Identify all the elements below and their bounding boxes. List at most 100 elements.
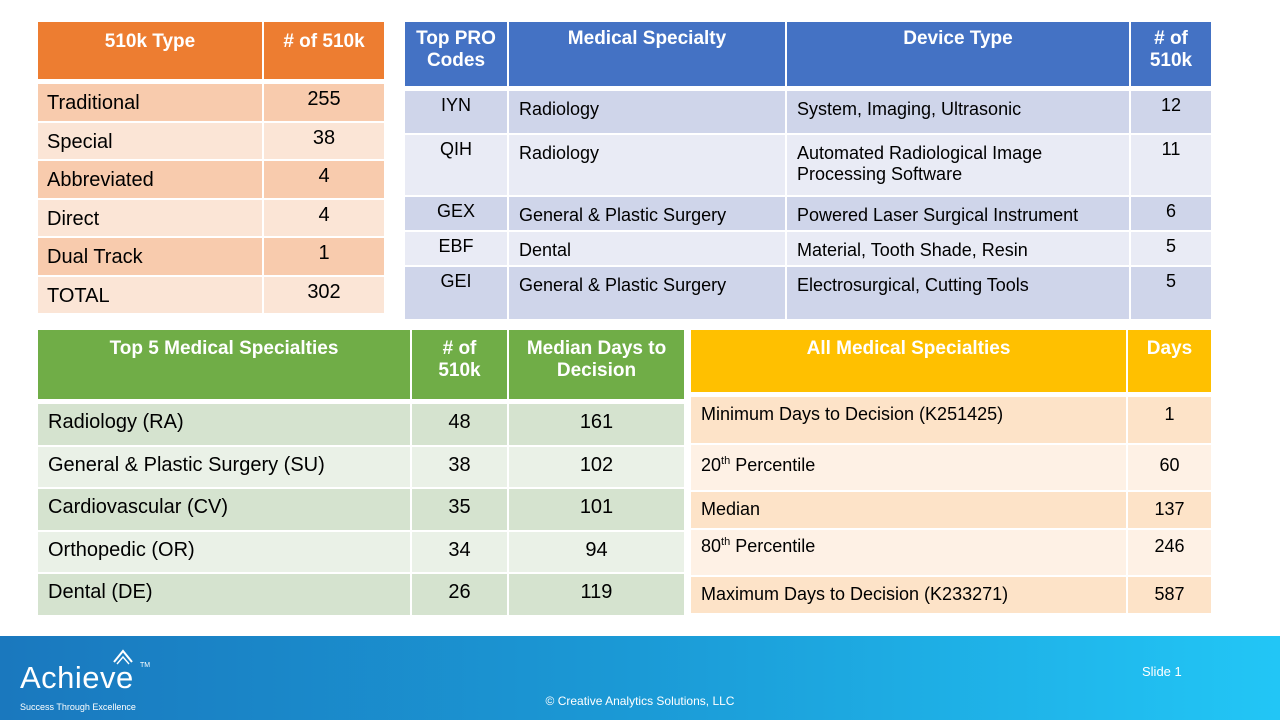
type-count: 4 (262, 197, 384, 236)
stat-name-number: 20 (701, 455, 722, 475)
specialty-median: 94 (507, 529, 684, 572)
stat-days: 1 (1126, 395, 1211, 443)
table-row: Dual Track 1 (38, 236, 384, 275)
type-name: Special (38, 120, 262, 159)
specialty-name: Cardiovascular (CV) (38, 487, 410, 530)
type-name: TOTAL (38, 274, 262, 313)
type-name: Dual Track (38, 236, 262, 275)
pro-device: Automated Radiological Image Processing … (785, 133, 1129, 195)
header-count: # of 510k (1129, 22, 1211, 89)
slide-number: Slide 1 (1142, 664, 1182, 679)
pro-count: 12 (1129, 89, 1211, 133)
stat-name: Median (691, 490, 1126, 528)
table-row: 20th Percentile 60 (691, 443, 1211, 490)
pro-device: Powered Laser Surgical Instrument (785, 195, 1129, 230)
type-count: 302 (262, 274, 384, 313)
pro-codes-table: Top PRO Codes Medical Specialty Device T… (405, 22, 1211, 319)
all-specialties-table: All Medical Specialties Days Minimum Day… (691, 330, 1211, 613)
specialty-name: Radiology (RA) (38, 402, 410, 445)
table-row: GEX General & Plastic Surgery Powered La… (405, 195, 1211, 230)
stat-days: 587 (1126, 575, 1211, 613)
header-top-specialties: Top 5 Medical Specialties (38, 330, 410, 402)
table-row: Radiology (RA) 48 161 (38, 402, 684, 445)
table-row: 80th Percentile 246 (691, 528, 1211, 575)
type-count: 4 (262, 159, 384, 198)
pro-count: 6 (1129, 195, 1211, 230)
header-device-type: Device Type (785, 22, 1129, 89)
table-row: IYN Radiology System, Imaging, Ultrasoni… (405, 89, 1211, 133)
510k-type-table: 510k Type # of 510k Traditional 255 Spec… (38, 22, 384, 313)
table-row: Cardiovascular (CV) 35 101 (38, 487, 684, 530)
stat-name: 80th Percentile (691, 528, 1126, 575)
stat-name-number: 80 (701, 536, 722, 556)
table-row: EBF Dental Material, Tooth Shade, Resin … (405, 230, 1211, 265)
specialty-count: 48 (410, 402, 507, 445)
pro-count: 5 (1129, 265, 1211, 319)
table-row: Orthopedic (OR) 34 94 (38, 529, 684, 572)
header-count: # of 510k (410, 330, 507, 402)
header-days: Days (1126, 330, 1211, 395)
copyright-text: © Creative Analytics Solutions, LLC (545, 694, 735, 708)
table-row: Median 137 (691, 490, 1211, 528)
table-row: General & Plastic Surgery (SU) 38 102 (38, 444, 684, 487)
pro-count: 5 (1129, 230, 1211, 265)
stat-name-ordinal: th (721, 455, 731, 467)
pro-code: EBF (405, 230, 507, 265)
pro-specialty: Dental (507, 230, 785, 265)
stat-days: 60 (1126, 443, 1211, 490)
table-row: Dental (DE) 26 119 (38, 572, 684, 615)
table-row: Traditional 255 (38, 82, 384, 121)
pro-specialty: Radiology (507, 133, 785, 195)
stat-days: 137 (1126, 490, 1211, 528)
stat-days: 246 (1126, 528, 1211, 575)
specialty-name: Orthopedic (OR) (38, 529, 410, 572)
logo-tagline: Success Through Excellence (20, 702, 136, 712)
header-count: # of 510k (262, 22, 384, 82)
pro-specialty: General & Plastic Surgery (507, 195, 785, 230)
type-count: 255 (262, 82, 384, 121)
specialty-median: 101 (507, 487, 684, 530)
table-row: Minimum Days to Decision (K251425) 1 (691, 395, 1211, 443)
stat-name: Maximum Days to Decision (K233271) (691, 575, 1126, 613)
logo-trademark: TM (140, 662, 151, 669)
pro-code: GEI (405, 265, 507, 319)
pro-code: IYN (405, 89, 507, 133)
footer-bar: Achieve TM Success Through Excellence Sl… (0, 636, 1280, 720)
type-name: Abbreviated (38, 159, 262, 198)
logo-arc-icon (113, 649, 133, 665)
specialty-count: 35 (410, 487, 507, 530)
specialty-name: Dental (DE) (38, 572, 410, 615)
header-510k-type: 510k Type (38, 22, 262, 82)
stat-name-ordinal: th (721, 536, 731, 548)
specialty-median: 161 (507, 402, 684, 445)
table-row: Direct 4 (38, 197, 384, 236)
pro-code: QIH (405, 133, 507, 195)
header-specialty: Medical Specialty (507, 22, 785, 89)
type-name: Traditional (38, 82, 262, 121)
pro-device: System, Imaging, Ultrasonic (785, 89, 1129, 133)
table-row: Special 38 (38, 120, 384, 159)
specialty-count: 38 (410, 444, 507, 487)
specialty-name: General & Plastic Surgery (SU) (38, 444, 410, 487)
type-count: 1 (262, 236, 384, 275)
type-count: 38 (262, 120, 384, 159)
specialty-median: 119 (507, 572, 684, 615)
header-pro-codes: Top PRO Codes (405, 22, 507, 89)
table-row: Abbreviated 4 (38, 159, 384, 198)
stat-name-rest: Percentile (730, 455, 816, 475)
type-name: Direct (38, 197, 262, 236)
pro-specialty: General & Plastic Surgery (507, 265, 785, 319)
specialty-count: 34 (410, 529, 507, 572)
top-specialties-table: Top 5 Medical Specialties # of 510k Medi… (38, 330, 684, 615)
table-row: Maximum Days to Decision (K233271) 587 (691, 575, 1211, 613)
stat-name: Minimum Days to Decision (K251425) (691, 395, 1126, 443)
specialty-median: 102 (507, 444, 684, 487)
stat-name: 20th Percentile (691, 443, 1126, 490)
table-row-total: TOTAL 302 (38, 274, 384, 313)
pro-specialty: Radiology (507, 89, 785, 133)
pro-device: Material, Tooth Shade, Resin (785, 230, 1129, 265)
pro-code: GEX (405, 195, 507, 230)
specialty-count: 26 (410, 572, 507, 615)
table-row: QIH Radiology Automated Radiological Ima… (405, 133, 1211, 195)
header-all-specialties: All Medical Specialties (691, 330, 1126, 395)
